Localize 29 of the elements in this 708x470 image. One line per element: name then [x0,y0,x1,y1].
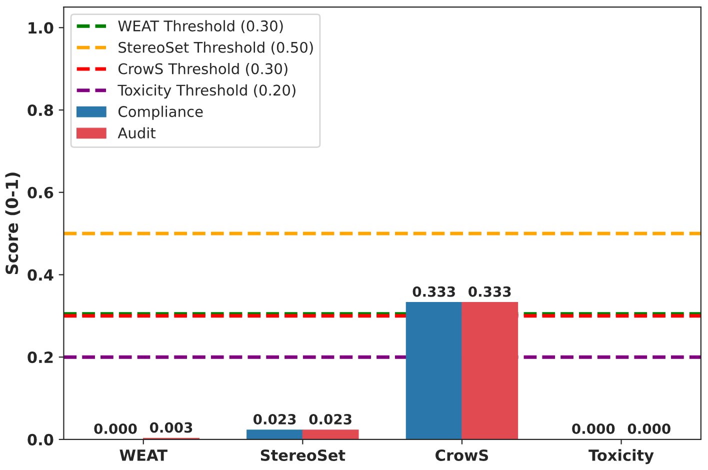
legend-label: Compliance [118,106,203,120]
bar [462,302,518,440]
data-label: 0.003 [150,422,192,433]
y-tick-label: 0.0 [28,434,54,446]
y-tick-label: 0.4 [28,269,54,281]
data-label: 0.000 [572,423,615,434]
legend-label: Toxicity Threshold (0.20) [118,84,296,99]
legend-label: WEAT Threshold (0.30) [118,20,283,34]
y-tick-label: 1.0 [28,22,54,34]
data-label: 0.000 [628,423,670,434]
data-label: 0.000 [94,423,137,434]
data-label: 0.333 [468,286,511,297]
y-tick-label: 0.8 [28,104,54,116]
data-label: 0.333 [412,286,455,297]
y-tick-label: 0.6 [28,186,54,198]
x-tick-label: Toxicity [588,449,654,464]
data-label: 0.023 [253,414,296,425]
x-tick-label: StereoSet [260,449,346,461]
bar [302,430,359,440]
legend-label: Audit [118,127,156,138]
x-tick-label: WEAT [120,450,168,461]
x-tick-label: CrowS [436,449,488,461]
bar [246,430,304,440]
bar [406,302,462,440]
data-label: 0.023 [309,414,352,425]
legend-label: CrowS Threshold (0.30) [118,62,288,76]
legend-label: StereoSet Threshold (0.50) [118,42,313,55]
y-axis-title: Score (0-1) [5,172,20,274]
y-tick-label: 0.2 [28,352,53,364]
